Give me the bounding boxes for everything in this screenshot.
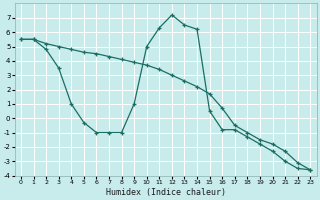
X-axis label: Humidex (Indice chaleur): Humidex (Indice chaleur) [106,188,226,197]
